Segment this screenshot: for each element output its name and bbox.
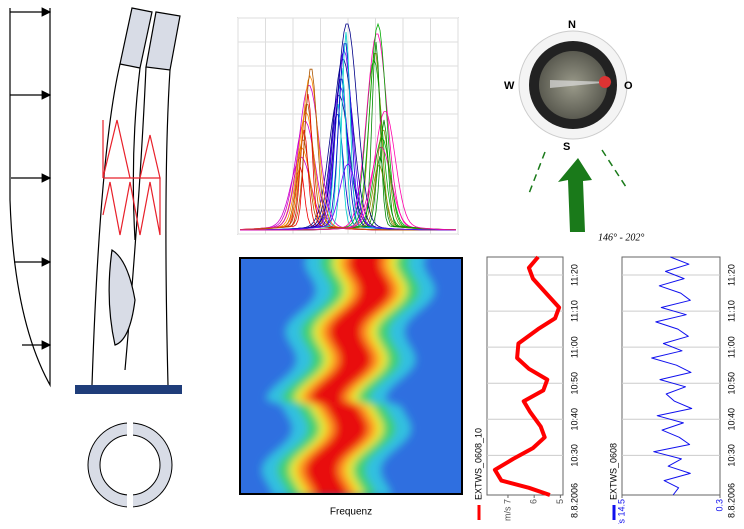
date-label: 8.8.2006 xyxy=(569,483,579,518)
spectra-plot xyxy=(237,17,459,235)
x-tick-label: 6 xyxy=(529,499,539,504)
y-tick-label: 11:20 xyxy=(569,264,579,286)
y-tick-label: 11:00 xyxy=(726,336,736,358)
spec-curve xyxy=(240,111,457,231)
y-tick-label: 10:50 xyxy=(726,372,736,395)
x-tick-label: 5 xyxy=(555,499,565,504)
x-tick-label: 0.3 xyxy=(714,499,724,512)
x-tick-label: m/s 7 xyxy=(502,499,512,521)
load-profile xyxy=(9,7,52,388)
plot-frame xyxy=(621,256,721,496)
legend-label: EXTWS_0608_10 xyxy=(473,428,483,500)
y-tick-label: 11:00 xyxy=(569,336,579,358)
y-tick-label: 11:20 xyxy=(726,264,736,286)
y-tick-label: 10:40 xyxy=(569,408,579,431)
date-label: 8.8.2006 xyxy=(726,483,736,518)
spectrogram: Frequenz xyxy=(239,257,463,518)
compass-s: S xyxy=(563,141,570,153)
compass-o: O xyxy=(624,80,633,92)
y-tick-label: 10:30 xyxy=(569,444,579,467)
y-tick-label: 10:40 xyxy=(726,408,736,431)
heat-band xyxy=(305,258,392,494)
y-tick-label: 11:10 xyxy=(569,300,579,322)
legend-label: EXTWS_0608 xyxy=(608,443,618,500)
series-line xyxy=(651,256,693,496)
compass: N W O S 146° - 202° xyxy=(504,19,644,243)
spectrogram-xlabel: Frequenz xyxy=(330,507,372,518)
tower-sketch xyxy=(75,7,182,508)
y-tick-label: 11:10 xyxy=(726,300,736,322)
compass-sector: 146° - 202° xyxy=(598,232,644,243)
series-line xyxy=(492,255,562,497)
y-tick-label: 10:50 xyxy=(569,372,579,395)
y-tick-label: 10:30 xyxy=(726,444,736,467)
x-tick-label: m/s 14.5 xyxy=(616,499,626,524)
compass-n: N xyxy=(568,19,576,31)
plot-frame xyxy=(486,256,564,496)
compass-w: W xyxy=(504,80,515,92)
